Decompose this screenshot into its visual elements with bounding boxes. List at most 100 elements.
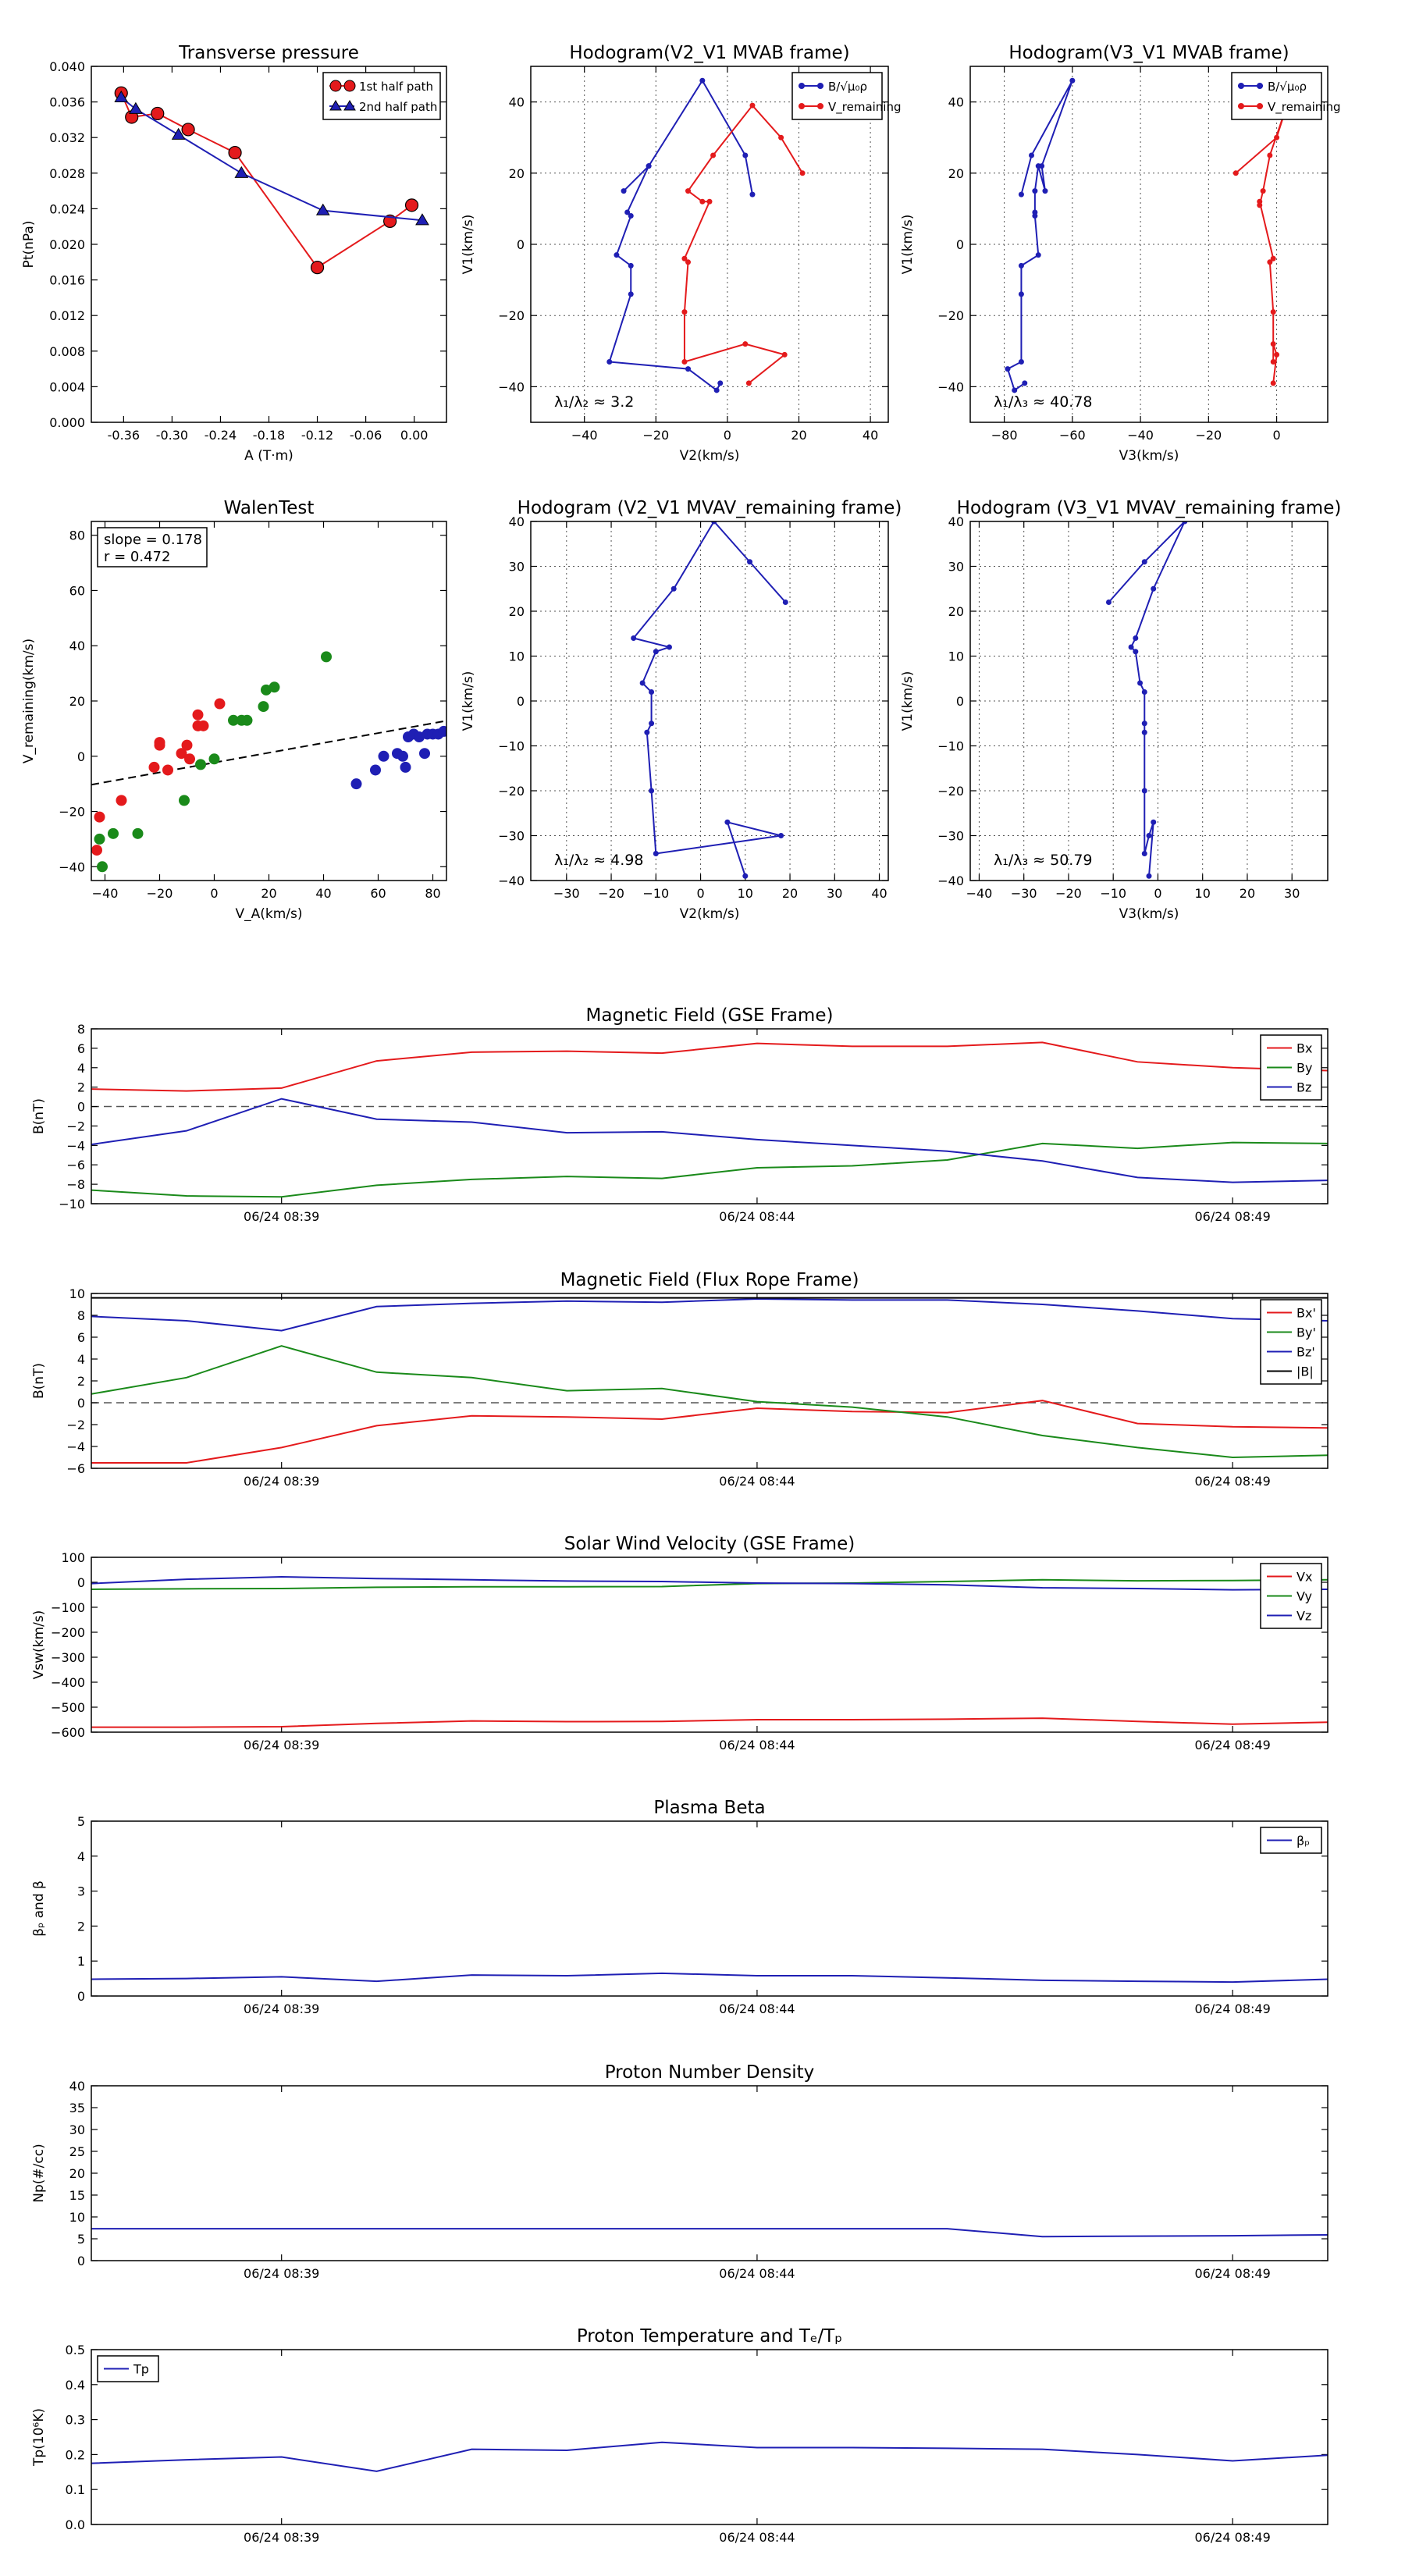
x-tick-label: 06/24 08:39: [244, 2266, 319, 2281]
legend-box: [1231, 72, 1322, 120]
data-point: [653, 649, 659, 655]
x-tick-label: −30: [1011, 886, 1037, 901]
data-point: [228, 714, 239, 726]
data-point: [179, 795, 190, 806]
y-tick-label: −20: [498, 308, 525, 323]
legend-marker: [1257, 103, 1263, 109]
y-tick-label: −30: [498, 829, 525, 844]
y-tick-label: 20: [509, 604, 525, 619]
legend-box: [322, 72, 441, 120]
legend-label: Bz': [1297, 1345, 1315, 1360]
y-tick-label: 5: [77, 1814, 85, 1829]
y-tick-label: 2: [77, 1919, 85, 1934]
y-tick-label: 4: [77, 1352, 85, 1367]
data-point: [742, 341, 749, 347]
legend: Bx' By' Bz' |B|: [1260, 1299, 1322, 1385]
legend: βₚ: [1260, 1827, 1322, 1854]
data-point: [685, 188, 692, 194]
series-beta-0-line: [91, 1972, 1328, 1984]
y-tick-label: 0.024: [49, 201, 85, 216]
data-point: [1105, 600, 1112, 605]
data-point: [699, 198, 706, 205]
y-tick-label: 30: [69, 2122, 85, 2137]
x-tick-label: 06/24 08:49: [1194, 2530, 1270, 2545]
legend-box: [791, 72, 883, 120]
data-point: [241, 714, 253, 726]
series-h4-0-line: [1108, 521, 1186, 877]
y-tick-label: −100: [51, 1600, 85, 1615]
chart-title: Hodogram(V2_V1 MVAB frame): [569, 43, 849, 63]
y-tick-label: 40: [948, 514, 964, 529]
y-tick-label: 40: [509, 514, 525, 529]
data-point: [1018, 291, 1024, 297]
legend-label: B/√μ₀ρ: [828, 80, 867, 94]
x-tick-label: 06/24 08:39: [244, 2530, 319, 2545]
annotation-box: [97, 527, 208, 568]
x-tick-label: 80: [425, 886, 440, 901]
y-tick-label: 10: [509, 649, 525, 664]
data-point: [197, 720, 209, 731]
axes-frame: [91, 521, 447, 881]
data-point: [799, 170, 806, 176]
x-tick-label: −20: [147, 886, 173, 901]
y-axis-label: V1(km/s): [900, 671, 916, 731]
y-tick-label: 0.036: [49, 95, 85, 110]
data-point: [1270, 380, 1276, 386]
data-point: [1151, 585, 1157, 592]
x-tick-label: 06/24 08:44: [719, 1738, 795, 1752]
data-point: [321, 651, 332, 663]
data-point: [261, 684, 272, 696]
data-point: [685, 366, 692, 372]
axes-frame: [530, 521, 889, 881]
x-tick-label: 0.00: [400, 428, 429, 443]
data-point: [195, 759, 206, 770]
data-point: [129, 101, 143, 114]
legend-marker: [817, 103, 823, 109]
data-point: [132, 827, 144, 839]
data-point: [1018, 358, 1024, 365]
chart-h4: −40 −30 −20 −10 0 10 20 30 −40 −30 −20 −10 0 10 20 30 40…: [900, 498, 1341, 922]
x-tick-label: 06/24 08:49: [1194, 1474, 1270, 1489]
data-point: [681, 358, 688, 365]
axes-frame: [91, 2085, 1329, 2261]
plot-area: [114, 86, 429, 275]
x-tick-label: 0: [696, 886, 704, 901]
legend-label: Vz: [1297, 1609, 1311, 1624]
y-tick-label: 35: [69, 2101, 85, 2115]
legend-label: V_remaining: [1268, 100, 1341, 115]
chart-h2: −80 −60 −40 −20 0 −40 −20 0 20 40 Hodogram(V3_V1 M…: [900, 43, 1341, 464]
y-tick-label: −30: [937, 829, 964, 844]
y-tick-label: 0: [956, 694, 964, 709]
y-tick-label: 0.020: [49, 237, 85, 252]
data-point: [653, 851, 659, 856]
x-tick-label: -0.18: [253, 428, 285, 443]
x-axis-label: V3(km/s): [1119, 906, 1179, 922]
plot-area: [91, 1575, 1328, 1728]
x-tick-label: 06/24 08:49: [1194, 2266, 1270, 2281]
x-tick-label: −20: [598, 886, 624, 901]
data-point: [208, 753, 220, 765]
x-tick-label: 06/24 08:39: [244, 1738, 319, 1752]
y-tick-label: 0: [77, 749, 85, 764]
y-tick-label: 2: [77, 1080, 85, 1095]
series-vsw-1-line: [91, 1578, 1328, 1590]
y-tick-label: −40: [937, 873, 964, 888]
x-tick-label: −40: [1127, 428, 1154, 443]
annotation: r = 0.472: [104, 549, 170, 565]
series-tpr-0-line: [91, 2441, 1328, 2472]
legend: 1st half path 2nd half path: [322, 72, 441, 120]
data-point: [717, 380, 724, 386]
data-point: [97, 861, 108, 873]
x-tick-label: −20: [1195, 428, 1222, 443]
annotation: λ₁/λ₂ ≈ 3.2: [554, 393, 634, 411]
legend-marker: [1257, 83, 1263, 89]
data-point: [176, 748, 187, 760]
y-axis-label: βₚ and β: [31, 1880, 47, 1937]
x-axis-label: V2(km/s): [680, 448, 740, 464]
y-tick-label: 30: [509, 560, 525, 575]
y-tick-label: −4: [66, 1138, 85, 1153]
data-point: [181, 123, 195, 137]
y-axis-label: V1(km/s): [900, 215, 916, 275]
data-point: [724, 819, 731, 825]
data-point: [666, 644, 672, 650]
